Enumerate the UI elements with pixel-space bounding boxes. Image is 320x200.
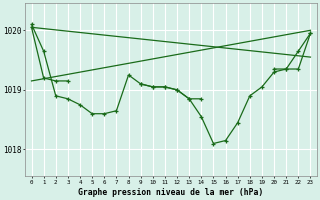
X-axis label: Graphe pression niveau de la mer (hPa): Graphe pression niveau de la mer (hPa) [78, 188, 264, 197]
